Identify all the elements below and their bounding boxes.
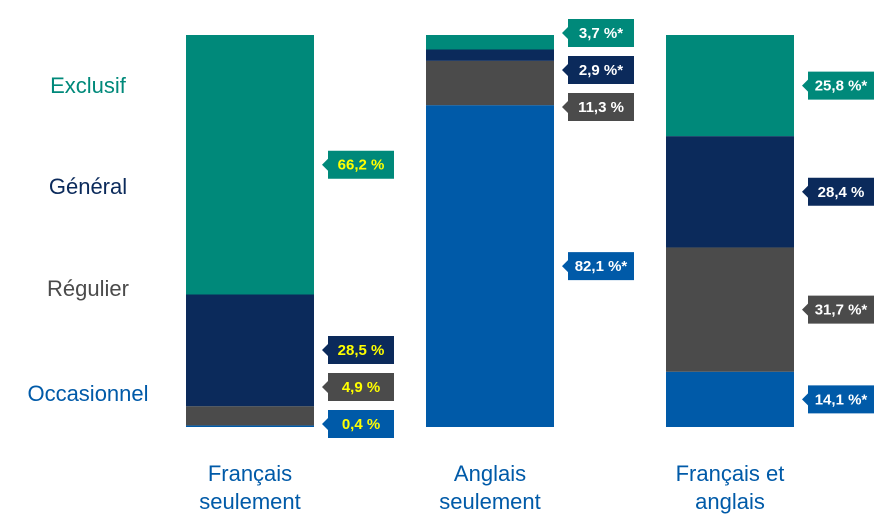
x-tick-label: Français et: [676, 461, 785, 486]
value-label: 4,9 %: [322, 373, 394, 401]
label-box: [562, 93, 634, 121]
data-label: 3,7 %*: [579, 25, 623, 42]
bar-segment: [666, 35, 794, 137]
x-tick-label: anglais: [695, 489, 765, 514]
value-label: 11,3 %: [562, 93, 634, 121]
label-box: [322, 410, 394, 438]
label-box: [802, 177, 874, 206]
value-label: 82,1 %*: [562, 252, 634, 281]
data-label: 0,4 %: [342, 416, 380, 433]
legend-label: Occasionnel: [27, 381, 148, 406]
x-tick-label: seulement: [439, 489, 541, 514]
x-tick-label: seulement: [199, 489, 301, 514]
legend-label: Général: [49, 174, 127, 199]
value-label: 25,8 %*: [802, 71, 874, 100]
bar-segment: [426, 35, 554, 50]
bar-segment: [186, 35, 314, 295]
label-box: [322, 373, 394, 401]
label-box: [562, 19, 634, 47]
label-box: [562, 56, 634, 84]
value-label: 28,5 %: [322, 336, 394, 364]
bar-segment: [666, 136, 794, 248]
x-tick-label: Français: [208, 461, 292, 486]
data-label: 82,1 %*: [575, 258, 628, 275]
data-label: 11,3 %: [578, 99, 624, 116]
data-label: 31,7 %*: [815, 302, 868, 319]
data-label: 66,2 %: [338, 157, 385, 174]
value-label: 28,4 %: [802, 177, 874, 206]
label-box: [562, 252, 634, 281]
value-label: 0,4 %: [322, 410, 394, 438]
value-label: 3,7 %*: [562, 19, 634, 47]
bar-segment: [426, 49, 554, 61]
label-box: [802, 385, 874, 414]
data-label: 2,9 %*: [579, 62, 623, 79]
label-box: [322, 150, 394, 179]
data-label: 28,5 %: [338, 342, 385, 359]
bar-segment: [666, 247, 794, 372]
bar-segment: [426, 105, 554, 427]
value-label: 31,7 %*: [802, 295, 874, 324]
data-label: 25,8 %*: [815, 78, 868, 95]
data-label: 28,4 %: [818, 184, 865, 201]
bar-segment: [186, 406, 314, 426]
label-box: [802, 295, 874, 324]
legend-label: Régulier: [47, 276, 129, 301]
bar-segment: [426, 60, 554, 106]
label-box: [802, 71, 874, 100]
value-label: 2,9 %*: [562, 56, 634, 84]
value-label: 66,2 %: [322, 150, 394, 179]
bar-segment: [186, 425, 314, 427]
data-label: 14,1 %*: [815, 391, 868, 408]
value-label: 14,1 %*: [802, 385, 874, 414]
bar-segment: [666, 371, 794, 427]
legend-label: Exclusif: [50, 73, 127, 98]
bar-segment: [186, 294, 314, 407]
label-box: [322, 336, 394, 364]
x-tick-label: Anglais: [454, 461, 526, 486]
data-label: 4,9 %: [342, 379, 380, 396]
